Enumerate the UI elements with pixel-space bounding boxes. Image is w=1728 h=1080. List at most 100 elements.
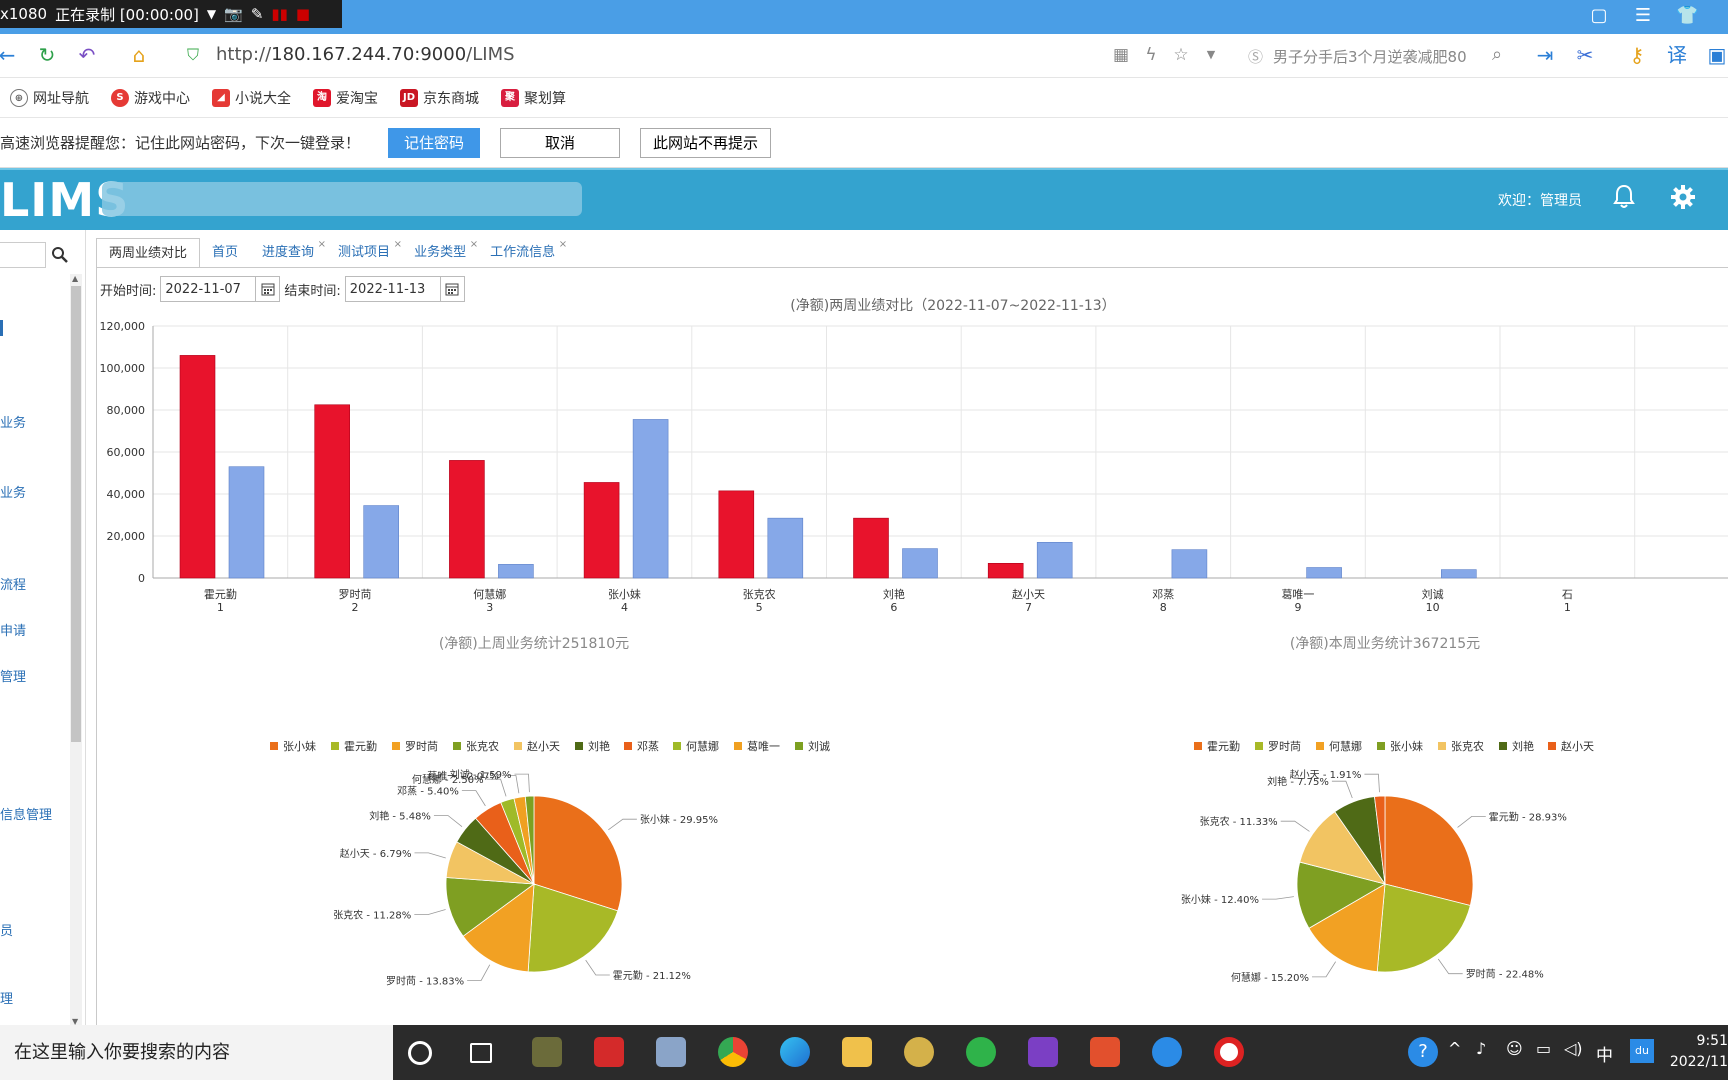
home-icon[interactable]: ⌂ xyxy=(132,43,146,67)
tab-count-icon[interactable]: ▢ xyxy=(1590,5,1608,26)
legend-label: 张小妹 xyxy=(283,740,316,753)
bell-icon[interactable] xyxy=(1612,184,1636,210)
chevron-up-icon[interactable]: ^ xyxy=(1448,1039,1462,1058)
bookmark-item[interactable]: ⊕ 网址导航 xyxy=(10,88,89,108)
cancel-button[interactable]: 取消 xyxy=(500,127,621,158)
sidebar-item[interactable]: 申请 xyxy=(0,624,27,639)
start-date-input[interactable]: 2022-11-07 xyxy=(160,276,281,302)
sidebar-item[interactable]: 业务 xyxy=(0,416,27,431)
dropdown-icon[interactable]: ▼ xyxy=(206,7,217,21)
translate-icon[interactable]: 译 xyxy=(1667,43,1687,67)
sidebar-item[interactable]: 流程 xyxy=(0,578,27,593)
search-icon[interactable]: ⌕ xyxy=(1491,44,1503,65)
sidebar-item[interactable]: 业务 xyxy=(0,486,27,501)
pie-slice xyxy=(1376,883,1471,973)
battery-icon[interactable]: ▭ xyxy=(1536,1039,1552,1058)
bookmark-item[interactable]: S 游戏中心 xyxy=(111,88,190,108)
bookmark-item[interactable]: ◢ 小说大全 xyxy=(212,88,291,108)
sidebar-item[interactable]: 员 xyxy=(0,924,14,939)
system-clock[interactable]: 9:51 2022/11 xyxy=(1662,1031,1728,1073)
never-prompt-button[interactable]: 此网站不再提示 xyxy=(640,127,772,158)
file-explorer-icon[interactable] xyxy=(842,1037,872,1067)
pie-data-label: 张小妹 - 12.40% xyxy=(1181,894,1259,906)
gear-icon[interactable] xyxy=(1670,184,1696,210)
sidebar-scrollbar[interactable]: ▲ ▼ xyxy=(70,274,82,1026)
ime-indicator[interactable]: 中 xyxy=(1596,1046,1613,1066)
visual-studio-icon[interactable] xyxy=(1028,1037,1058,1067)
bookmark-item[interactable]: JD 京东商城 xyxy=(400,88,479,108)
login-icon[interactable]: ⇥ xyxy=(1536,43,1554,67)
ultraedit-icon[interactable] xyxy=(904,1037,934,1067)
cortana-icon[interactable] xyxy=(408,1041,432,1065)
star-icon[interactable]: ☆ xyxy=(1173,45,1189,65)
tab-test-items[interactable]: 测试项目 × xyxy=(326,238,402,268)
extension-icon[interactable]: ▣ xyxy=(1707,43,1727,67)
search-icon[interactable] xyxy=(50,244,70,266)
tab-business-type[interactable]: 业务类型 × xyxy=(402,238,478,268)
remember-password-button[interactable]: 记住密码 xyxy=(388,127,481,158)
help-icon[interactable]: ? xyxy=(1408,1037,1438,1067)
chevron-down-icon[interactable]: ▼ xyxy=(1206,48,1216,61)
search-text: 男子分手后3个月逆袭减肥80 xyxy=(1273,47,1467,66)
screen-recorder-bar: x1080 正在录制 [00:00:00] ▼ 📷 ✎ ▮▮ ■ xyxy=(0,0,342,28)
jd-icon: JD xyxy=(400,88,418,107)
scroll-up-icon[interactable]: ▲ xyxy=(72,274,79,283)
sidebar-item[interactable]: 信息管理 xyxy=(0,808,53,823)
qr-code-icon[interactable]: ▦ xyxy=(1112,45,1130,65)
scroll-down-icon[interactable]: ▼ xyxy=(72,1017,79,1026)
pie-data-label: 霍元勤 - 28.93% xyxy=(1489,810,1567,823)
bookmark-item[interactable]: 淘爱淘宝 xyxy=(313,88,378,108)
back-icon[interactable]: ← xyxy=(0,43,16,67)
stop-icon[interactable]: ■ xyxy=(295,5,311,23)
task-view-icon[interactable] xyxy=(470,1043,492,1063)
sidebar-item[interactable]: 理 xyxy=(0,992,14,1007)
close-icon[interactable]: × xyxy=(558,239,568,250)
camera-icon[interactable]: 📷 xyxy=(224,5,243,23)
chrome-icon[interactable] xyxy=(718,1037,748,1067)
tools-app-icon[interactable] xyxy=(532,1037,562,1067)
x-tick-label: 10 xyxy=(1426,601,1440,614)
bookmark-item[interactable]: 聚聚划算 xyxy=(501,88,566,108)
volume-icon[interactable]: ◁) xyxy=(1564,1039,1583,1058)
tab-progress[interactable]: 进度查询 × xyxy=(250,238,326,268)
url-field[interactable]: http://180.167.244.70:9000/LIMS xyxy=(216,44,515,65)
sidebar-search-input[interactable] xyxy=(0,242,46,268)
pen-icon[interactable]: ✎ xyxy=(250,5,264,23)
y-tick-label: 20,000 xyxy=(107,530,146,543)
calendar-icon[interactable] xyxy=(439,277,464,301)
menu-icon[interactable]: ☰ xyxy=(1634,5,1652,26)
pause-icon[interactable]: ▮▮ xyxy=(271,5,288,23)
sogou-app-icon[interactable] xyxy=(1152,1037,1182,1067)
db-app-icon[interactable] xyxy=(656,1037,686,1067)
media-app-icon[interactable] xyxy=(1090,1037,1120,1067)
close-icon[interactable]: × xyxy=(469,239,479,250)
legend-swatch xyxy=(575,742,583,750)
undo-icon[interactable]: ↶ xyxy=(78,43,96,67)
scissors-icon[interactable]: ✂ xyxy=(1576,43,1594,67)
scrollbar-thumb[interactable] xyxy=(71,286,81,742)
x-tick-label: 6 xyxy=(890,601,897,614)
mic-icon[interactable]: ♪ xyxy=(1476,1039,1487,1058)
tab-home[interactable]: 首页 xyxy=(200,238,250,268)
app-icon[interactable] xyxy=(594,1037,624,1067)
lightning-icon[interactable]: ϟ xyxy=(1145,45,1157,65)
search-input[interactable]: Ⓢ 男子分手后3个月逆袭减肥80 xyxy=(1248,42,1498,70)
tab-workflow[interactable]: 工作流信息 × xyxy=(478,238,567,268)
wechat-icon[interactable] xyxy=(966,1037,996,1067)
end-date-input[interactable]: 2022-11-13 xyxy=(344,276,465,302)
tab-two-week-compare[interactable]: 两周业绩对比 xyxy=(96,238,201,268)
record-icon[interactable] xyxy=(1214,1037,1244,1067)
key-icon[interactable]: ⚷ xyxy=(1629,43,1645,67)
qq-icon[interactable]: ☺ xyxy=(1506,1039,1523,1058)
refresh-icon[interactable]: ↻ xyxy=(38,43,56,67)
pie-slice xyxy=(1308,883,1386,973)
sidebar-item[interactable]: 管理 xyxy=(0,670,27,685)
baidu-icon[interactable]: du xyxy=(1630,1039,1654,1063)
calendar-icon[interactable] xyxy=(255,277,279,301)
skin-icon[interactable]: 👕 xyxy=(1676,5,1699,26)
edge-icon[interactable] xyxy=(780,1037,810,1067)
taskbar-search-input[interactable]: 在这里输入你要搜索的内容 xyxy=(0,1025,393,1080)
close-icon[interactable]: × xyxy=(393,239,403,250)
legend-swatch xyxy=(453,742,461,750)
close-icon[interactable]: × xyxy=(317,239,327,250)
